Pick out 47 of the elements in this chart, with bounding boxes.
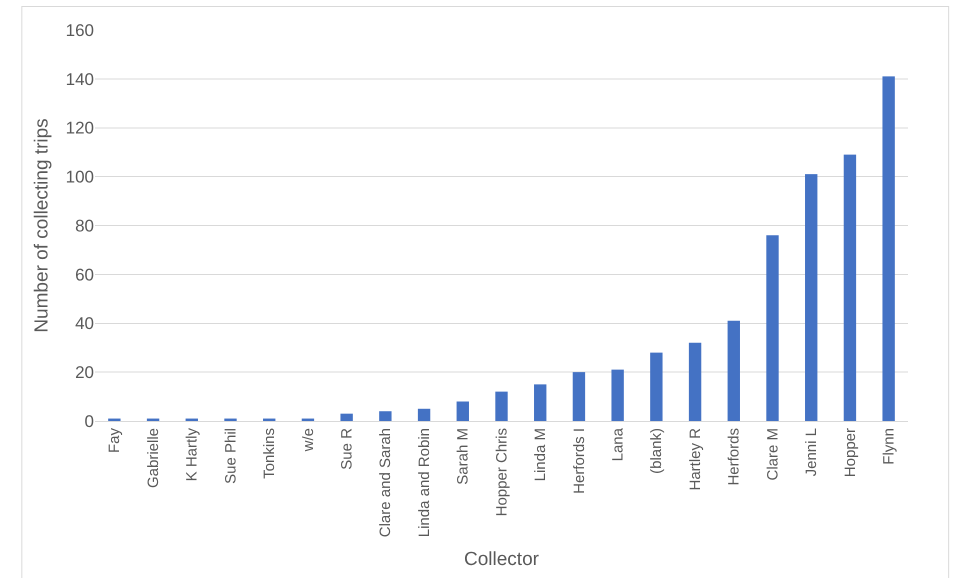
x-tick-label: Sue R	[338, 428, 356, 470]
bar	[882, 76, 895, 421]
bar	[688, 342, 702, 421]
x-tick-label: Tonkins	[261, 428, 278, 479]
y-tick-label: 100	[66, 168, 94, 187]
bar	[805, 174, 818, 421]
x-tick-label: Lana	[610, 427, 627, 462]
x-tick-label: Hopper Chris	[493, 428, 510, 516]
x-tick-label: Herfords	[726, 428, 743, 486]
x-tick-label: Fay	[106, 428, 124, 454]
y-tick-label: 20	[75, 363, 94, 382]
x-tick-label: K Hartly	[184, 428, 201, 482]
bar	[844, 154, 856, 421]
x-axis-title: Collector	[464, 549, 540, 570]
y-axis-title: Number of collecting trips	[31, 118, 52, 333]
bar	[456, 401, 469, 421]
bar	[650, 352, 663, 421]
y-tick-label: 80	[75, 216, 94, 236]
bar	[495, 392, 508, 421]
bar	[728, 320, 740, 421]
bar	[379, 411, 392, 421]
x-tick-label: Hopper	[842, 428, 859, 478]
x-tick-label: Jenni L	[803, 428, 820, 476]
y-tick-label: 0	[84, 412, 94, 431]
x-tick-label: Herfords I	[570, 428, 588, 494]
x-tick-label: Clare M	[764, 428, 782, 481]
x-tick-label: Gabrielle	[144, 428, 162, 488]
x-tick-label: Flynn	[880, 428, 898, 465]
x-tick-label: Sarah M	[454, 428, 472, 485]
bar	[418, 408, 430, 421]
x-tick-label: Clare and Sarah	[377, 428, 394, 538]
y-tick-label: 60	[75, 265, 94, 284]
x-tick-label: Linda M	[532, 428, 550, 482]
bar	[534, 384, 546, 421]
y-tick-label: 40	[75, 314, 94, 334]
x-tick-label: (blank)	[648, 428, 666, 474]
bar	[611, 370, 624, 421]
x-tick-label: Sue Phil	[222, 428, 240, 484]
y-tick-label: 120	[66, 118, 94, 138]
y-tick-label: 160	[66, 20, 94, 40]
bar	[340, 414, 353, 421]
bar	[766, 235, 779, 421]
x-tick-label: Linda and Robin	[416, 428, 433, 538]
y-tick-label: 140	[66, 70, 94, 89]
x-tick-label: Hartley R	[686, 428, 704, 491]
bar	[572, 372, 586, 421]
x-tick-label: w/e	[300, 428, 317, 452]
